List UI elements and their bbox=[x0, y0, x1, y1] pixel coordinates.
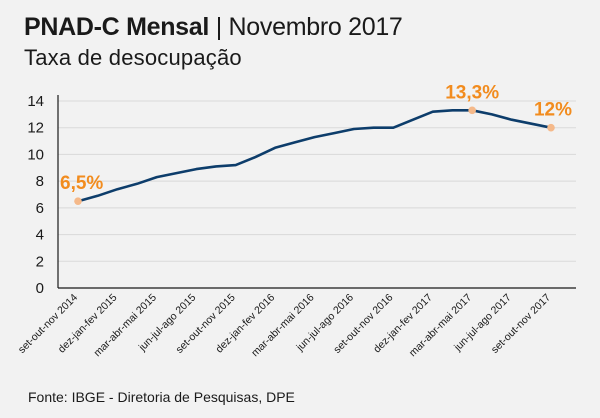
chart-subtitle: Taxa de desocupação bbox=[24, 45, 242, 70]
y-tick-label: 12 bbox=[27, 120, 44, 137]
y-tick-label: 2 bbox=[36, 253, 44, 270]
data-point-marker bbox=[547, 123, 555, 132]
data-label: 12% bbox=[534, 100, 572, 121]
title-separator: | bbox=[215, 13, 223, 41]
data-label: 13,3% bbox=[445, 82, 499, 103]
y-tick-label: 6 bbox=[36, 200, 44, 217]
y-tick-label: 4 bbox=[36, 227, 44, 244]
data-point-marker bbox=[468, 106, 476, 115]
y-tick-label: 8 bbox=[36, 173, 44, 190]
title-period: Novembro 2017 bbox=[228, 13, 403, 41]
source-note: Fonte: IBGE - Diretoria de Pesquisas, DP… bbox=[28, 389, 295, 405]
page-title: PNAD-C Mensal | Novembro 2017 bbox=[24, 12, 403, 42]
data-label: 6,5% bbox=[60, 173, 103, 194]
title-main: PNAD-C Mensal bbox=[24, 13, 210, 41]
data-point-marker bbox=[74, 197, 82, 205]
y-tick-label: 14 bbox=[27, 93, 44, 110]
y-tick-label: 10 bbox=[27, 146, 44, 163]
y-tick-label: 0 bbox=[36, 280, 44, 297]
series-line bbox=[76, 109, 553, 203]
